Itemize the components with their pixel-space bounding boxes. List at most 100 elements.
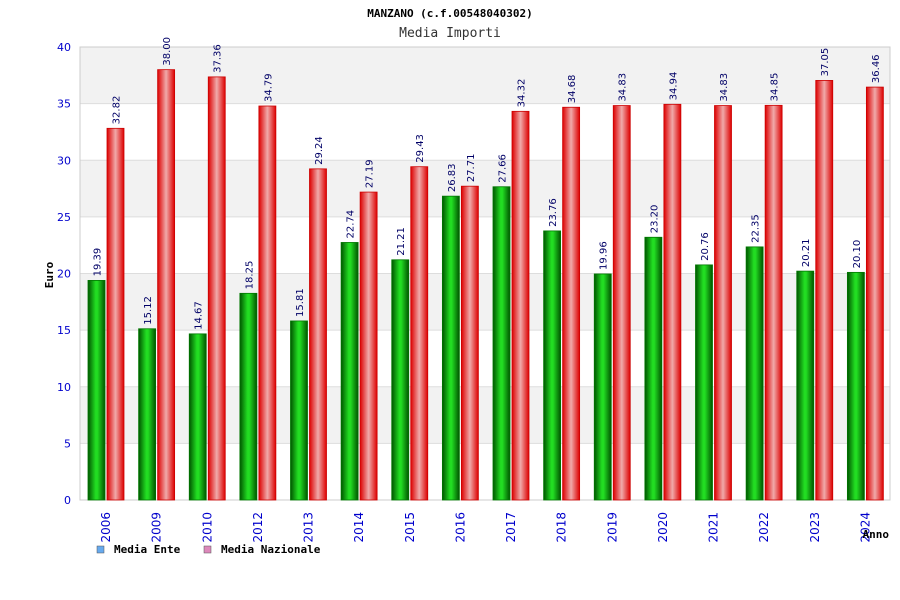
bar-media-nazionale-2006 [106,127,125,501]
y-tick-label: 0 [64,494,71,507]
y-tick-label: 5 [64,437,71,450]
bar-media-ente-2021 [695,264,713,501]
y-tick-label: 30 [57,154,71,167]
data-label: 29.24 [314,136,325,165]
bar-media-nazionale-2009 [157,69,176,501]
data-label: 19.96 [599,241,610,270]
data-label: 22.74 [346,210,357,239]
data-label: 36.46 [871,54,882,83]
data-label: 14.67 [194,301,205,330]
data-label: 34.83 [618,73,629,102]
y-tick-label: 15 [57,324,71,337]
bars [87,69,884,501]
data-label: 22.35 [751,214,762,243]
x-axis: 2006 2009 2010 2012 2013 2014 2015 2016 2017 2018… [99,512,872,543]
x-tick-label: 2022 [757,512,771,543]
bar-media-ente-2017 [492,186,511,501]
x-tick-label: 2024 [858,512,872,543]
data-label: 15.12 [143,296,154,325]
x-tick-label: 2023 [808,512,822,543]
data-label: 20.10 [852,240,863,269]
bar-media-nazionale-2024 [865,86,884,501]
chart-title: MANZANO (c.f.00548040302) [367,7,533,20]
bar-media-nazionale-2015 [410,166,429,501]
data-label: 34.68 [567,75,578,104]
bar-media-nazionale-2017 [511,110,530,501]
data-label: 20.76 [700,232,711,261]
data-label: 34.94 [668,72,679,101]
x-tick-label: 2020 [656,512,670,543]
data-label: 34.85 [770,73,781,102]
data-label: 15.81 [295,288,306,317]
legend-swatch-media-ente [96,545,105,554]
x-tick-label: 2016 [453,512,467,543]
bar-media-nazionale-2022 [764,104,783,501]
data-label: 18.25 [244,261,255,290]
bar-media-nazionale-2010 [207,76,226,501]
data-label: 37.05 [820,48,831,77]
bar-media-nazionale-2012 [258,105,277,501]
bar-media-nazionale-2013 [309,168,327,501]
x-tick-label: 2013 [302,512,316,543]
y-axis: 0 5 10 15 20 25 30 35 40 [57,41,71,507]
y-tick-label: 35 [57,98,71,111]
bar-media-nazionale-2016 [460,185,479,501]
legend-label-media-ente: Media Ente [114,543,181,556]
data-label: 27.71 [466,154,477,183]
chart-subtitle: Media Importi [399,26,501,41]
bar-media-ente-2018 [543,230,562,501]
bar-media-ente-2016 [441,195,460,501]
y-tick-label: 20 [57,268,71,281]
bar-media-ente-2009 [138,328,157,501]
bar-media-ente-2019 [593,273,612,501]
bar-media-nazionale-2020 [663,103,682,501]
data-label: 21.21 [396,227,407,256]
bar-media-ente-2013 [290,320,308,501]
data-labels: 19.39 32.82 15.12 38.00 14.67 37.36 18.25 34.79… [93,37,882,330]
x-tick-label: 2018 [555,512,569,543]
data-label: 34.79 [263,73,274,102]
data-label: 32.82 [112,96,123,125]
x-tick-label: 2010 [200,512,214,543]
data-label: 27.66 [498,154,509,183]
x-tick-label: 2019 [605,512,619,543]
data-label: 19.39 [93,248,104,277]
x-tick-label: 2015 [403,512,417,543]
x-tick-label: 2017 [504,512,518,543]
x-tick-label: 2014 [352,512,366,543]
data-label: 26.83 [447,164,458,193]
plot-band [80,47,890,104]
y-tick-label: 10 [57,381,71,394]
bar-media-ente-2022 [745,246,764,501]
y-tick-label: 40 [57,41,71,54]
bar-media-nazionale-2018 [562,106,581,501]
plot-frame [79,46,891,501]
data-label: 29.43 [415,134,426,163]
bar-media-ente-2010 [188,333,207,501]
x-tick-label: 2009 [150,512,164,543]
bar-media-nazionale-2021 [714,105,732,501]
x-axis-label: Anno [863,528,890,541]
legend: Media Ente Media Nazionale [96,543,321,556]
legend-swatch-media-nazionale [203,545,212,554]
bar-media-ente-2012 [239,292,258,501]
x-tick-label: 2006 [99,512,113,543]
data-label: 27.19 [365,159,376,188]
data-label: 34.32 [517,79,528,108]
bar-media-ente-2006 [87,280,106,501]
bar-media-ente-2023 [796,270,815,501]
bar-media-ente-2020 [644,236,663,501]
x-tick-label: 2012 [251,512,265,543]
data-label: 38.00 [162,37,173,66]
bar-media-nazionale-2023 [815,80,834,501]
data-label: 20.21 [801,238,812,267]
bar-media-nazionale-2019 [612,105,631,501]
bar-media-ente-2015 [391,259,410,501]
bar-media-ente-2014 [340,242,359,501]
y-axis-label: Euro [43,261,56,288]
x-tick-label: 2021 [707,512,721,543]
legend-label-media-nazionale: Media Nazionale [221,543,321,556]
data-label: 37.36 [213,44,224,73]
data-label: 23.20 [649,205,660,234]
